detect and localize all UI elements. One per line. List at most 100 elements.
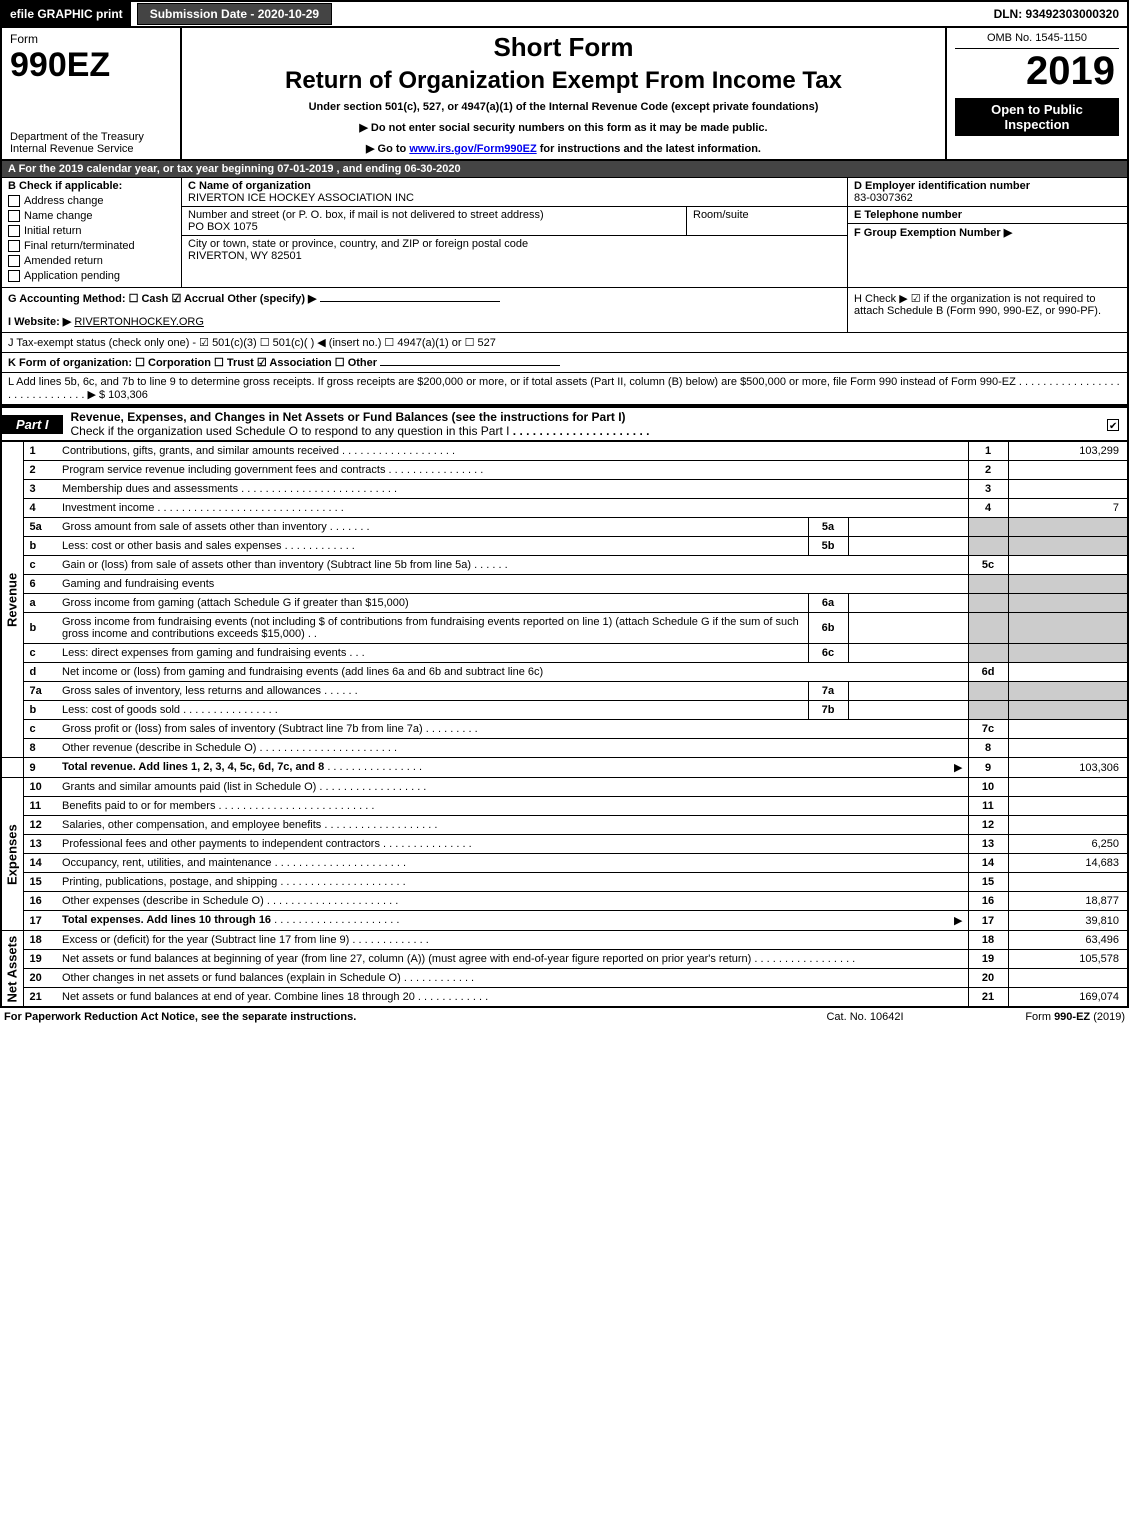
line-k-text: K Form of organization: ☐ Corporation ☐ … [8,357,380,369]
row-17-value: 39,810 [1008,911,1128,931]
row-10-num: 10 [23,778,57,797]
expenses-section-label: Expenses [1,778,23,931]
street-label: Number and street (or P. O. box, if mail… [188,209,680,221]
chk-application-pending[interactable] [8,270,20,282]
chk-name-change-label: Name change [24,210,93,222]
line-g: G Accounting Method: ☐ Cash ☑ Accrual Ot… [8,293,320,305]
row-15-colnum: 15 [968,873,1008,892]
row-7c-value [1008,720,1128,739]
row-18-desc: Excess or (deficit) for the year (Subtra… [62,934,349,946]
row-2-value [1008,461,1128,480]
box-b-title: B Check if applicable: [8,180,175,192]
row-20-desc: Other changes in net assets or fund bala… [62,972,401,984]
chk-final-return[interactable] [8,240,20,252]
row-1-value: 103,299 [1008,442,1128,461]
row-19-colnum: 19 [968,950,1008,969]
row-12-num: 12 [23,816,57,835]
row-7a-desc: Gross sales of inventory, less returns a… [62,685,321,697]
row-9-value: 103,306 [1008,758,1128,778]
row-10-desc: Grants and similar amounts paid (list in… [62,781,316,793]
row-5a-num: 5a [23,518,57,537]
part-1-tag: Part I [2,415,63,434]
return-title: Return of Organization Exempt From Incom… [190,67,937,95]
city-value: RIVERTON, WY 82501 [188,250,528,262]
row-19-value: 105,578 [1008,950,1128,969]
row-19-num: 19 [23,950,57,969]
dln-label: DLN: 93492303000320 [986,3,1127,25]
row-16-value: 18,877 [1008,892,1128,911]
goto-pre: ▶ Go to [366,143,409,155]
row-8-colnum: 8 [968,739,1008,758]
website-link[interactable]: RIVERTONHOCKEY.ORG [74,316,204,328]
tax-year-row: A For the 2019 calendar year, or tax yea… [0,161,1129,178]
row-17-colnum: 17 [968,911,1008,931]
room-label: Room/suite [687,207,847,235]
row-9-desc: Total revenue. Add lines 1, 2, 3, 4, 5c,… [62,761,324,773]
row-5c-value [1008,556,1128,575]
row-7a-subnum: 7a [808,682,848,701]
irs-link[interactable]: www.irs.gov/Form990EZ [409,143,536,155]
chk-application-pending-label: Application pending [24,270,120,282]
row-7a-value [1008,682,1128,701]
row-6-num: 6 [23,575,57,594]
chk-initial-return[interactable] [8,225,20,237]
row-7b-desc: Less: cost of goods sold [62,704,180,716]
row-7c-desc: Gross profit or (loss) from sales of inv… [62,723,423,735]
row-7b-subnum: 7b [808,701,848,720]
public-inspection-badge: Open to Public Inspection [955,98,1119,136]
group-exemption-label: F Group Exemption Number ▶ [854,226,1121,239]
row-8-value [1008,739,1128,758]
org-info-block: B Check if applicable: Address change Na… [0,178,1129,287]
row-3-desc: Membership dues and assessments [62,483,238,495]
row-18-colnum: 18 [968,931,1008,950]
submission-date-button[interactable]: Submission Date - 2020-10-29 [137,3,332,25]
row-18-num: 18 [23,931,57,950]
row-7c-colnum: 7c [968,720,1008,739]
city-label: City or town, state or province, country… [188,238,528,250]
row-7a-subval [848,682,968,701]
efile-print-button[interactable]: efile GRAPHIC print [2,2,131,26]
row-15-desc: Printing, publications, postage, and shi… [62,876,277,888]
row-14-desc: Occupancy, rent, utilities, and maintena… [62,857,272,869]
ein-label: D Employer identification number [854,180,1121,192]
row-6b-subval [848,613,968,644]
row-20-value [1008,969,1128,988]
row-6b-value [1008,613,1128,644]
row-15-num: 15 [23,873,57,892]
row-21-value: 169,074 [1008,988,1128,1008]
org-name-label: C Name of organization [188,180,408,192]
row-8-desc: Other revenue (describe in Schedule O) [62,742,256,754]
row-6b-num: b [23,613,57,644]
row-10-value [1008,778,1128,797]
accounting-block: G Accounting Method: ☐ Cash ☑ Accrual Ot… [0,287,1129,332]
row-6a-num: a [23,594,57,613]
row-5a-subval [848,518,968,537]
row-15-value [1008,873,1128,892]
row-6a-desc: Gross income from gaming (attach Schedul… [62,597,409,609]
line-j: J Tax-exempt status (check only one) - ☑… [0,332,1129,352]
chk-name-change[interactable] [8,210,20,222]
row-16-num: 16 [23,892,57,911]
row-4-colnum: 4 [968,499,1008,518]
row-14-colnum: 14 [968,854,1008,873]
row-12-colnum: 12 [968,816,1008,835]
row-7b-colnum [968,701,1008,720]
row-2-colnum: 2 [968,461,1008,480]
row-5b-value [1008,537,1128,556]
row-6c-num: c [23,644,57,663]
row-6d-colnum: 6d [968,663,1008,682]
row-12-value [1008,816,1128,835]
netassets-section-label: Net Assets [1,931,23,1008]
row-3-num: 3 [23,480,57,499]
row-1-num: 1 [23,442,57,461]
chk-amended-return[interactable] [8,255,20,267]
row-5c-desc: Gain or (loss) from sale of assets other… [62,559,471,571]
chk-address-change[interactable] [8,195,20,207]
row-6-desc: Gaming and fundraising events [57,575,968,594]
row-9-num: 9 [23,758,57,778]
tax-year: 2019 [955,49,1119,94]
under-section-text: Under section 501(c), 527, or 4947(a)(1)… [190,101,937,113]
row-16-desc: Other expenses (describe in Schedule O) [62,895,264,907]
part-1-title: Revenue, Expenses, and Changes in Net As… [71,410,626,424]
part-1-schedule-o-checkbox[interactable] [1107,419,1119,431]
